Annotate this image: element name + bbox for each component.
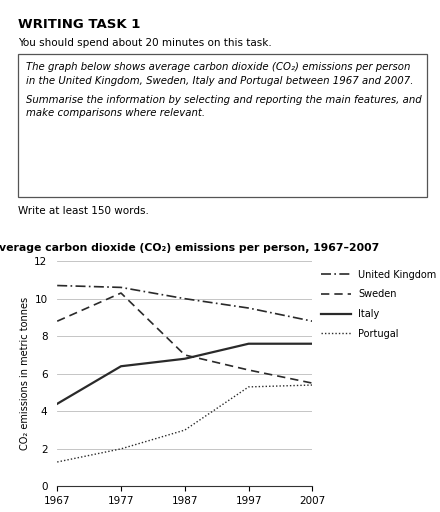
Sweden xyxy=(182,352,187,358)
Text: WRITING TASK 1: WRITING TASK 1 xyxy=(18,18,140,31)
Portugal xyxy=(118,446,124,452)
Line: Sweden: Sweden xyxy=(57,293,312,383)
Y-axis label: CO₂ emissions in metric tonnes: CO₂ emissions in metric tonnes xyxy=(20,297,30,451)
Text: The graph below shows average carbon dioxide (CO₂) emissions per person: The graph below shows average carbon dio… xyxy=(26,62,411,73)
Italy xyxy=(310,340,315,347)
Portugal xyxy=(182,427,187,433)
Sweden xyxy=(246,367,251,373)
Text: You should spend about 20 minutes on this task.: You should spend about 20 minutes on thi… xyxy=(18,38,271,49)
Portugal xyxy=(55,459,60,465)
Italy xyxy=(118,363,124,369)
Text: Write at least 150 words.: Write at least 150 words. xyxy=(18,206,148,216)
Text: Summarise the information by selecting and reporting the main features, and: Summarise the information by selecting a… xyxy=(26,95,422,105)
Line: Italy: Italy xyxy=(57,344,312,404)
United Kingdom xyxy=(246,305,251,311)
Text: make comparisons where relevant.: make comparisons where relevant. xyxy=(26,108,205,118)
Text: in the United Kingdom, Sweden, Italy and Portugal between 1967 and 2007.: in the United Kingdom, Sweden, Italy and… xyxy=(26,76,414,86)
Legend: United Kingdom, Sweden, Italy, Portugal: United Kingdom, Sweden, Italy, Portugal xyxy=(318,266,440,343)
United Kingdom xyxy=(182,295,187,302)
Line: Portugal: Portugal xyxy=(57,385,312,462)
Portugal xyxy=(246,384,251,390)
Italy xyxy=(55,401,60,407)
Title: Average carbon dioxide (CO₂) emissions per person, 1967–2007: Average carbon dioxide (CO₂) emissions p… xyxy=(0,243,379,253)
United Kingdom xyxy=(55,283,60,289)
United Kingdom xyxy=(310,318,315,324)
United Kingdom xyxy=(118,284,124,290)
Sweden xyxy=(55,318,60,324)
Line: United Kingdom: United Kingdom xyxy=(57,286,312,321)
Portugal xyxy=(310,382,315,388)
Sweden xyxy=(310,380,315,386)
Italy xyxy=(182,356,187,362)
Sweden xyxy=(118,290,124,296)
Italy xyxy=(246,340,251,347)
